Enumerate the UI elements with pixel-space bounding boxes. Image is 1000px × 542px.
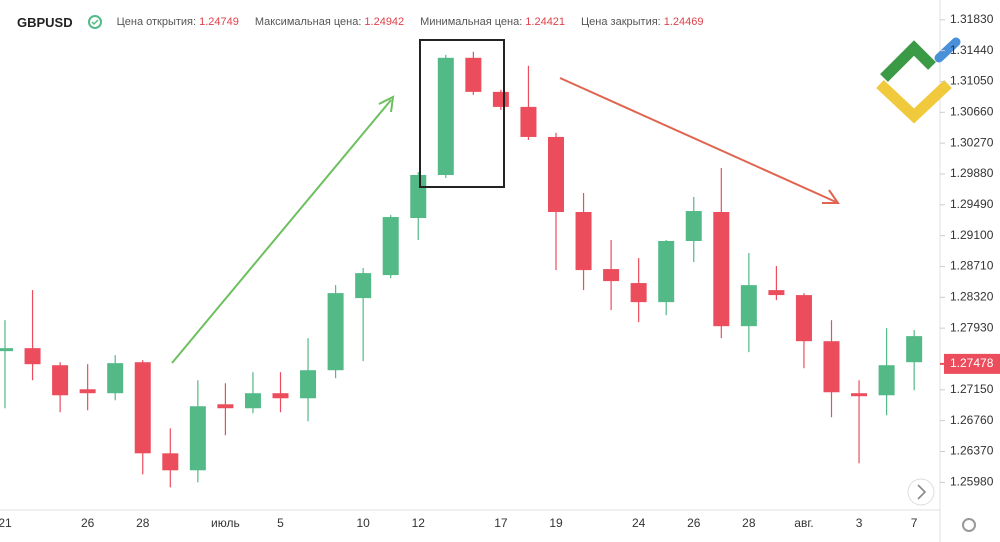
y-tick-label: 1.31440	[950, 43, 994, 57]
down-arrow	[559, 77, 840, 204]
y-tick-label: 1.28320	[950, 289, 994, 303]
x-tick-label: 26	[81, 516, 95, 530]
candle-body	[685, 211, 702, 242]
x-tick-label: 10	[356, 516, 370, 530]
candle-body	[52, 365, 69, 396]
y-tick-label: 1.27150	[950, 382, 994, 396]
candle-body	[465, 57, 482, 92]
y-tick-label: 1.31830	[950, 12, 994, 26]
y-tick-label: 1.29490	[950, 197, 994, 211]
candle-body	[134, 362, 151, 454]
logo	[876, 37, 961, 124]
ohlc-info: Цена открытия: 1.24749 Максимальная цена: 1…	[117, 16, 720, 28]
candle-body	[327, 293, 344, 371]
candle-body	[410, 174, 427, 218]
candle-body	[437, 57, 454, 175]
y-tick-label: 1.26370	[950, 444, 994, 458]
up-arrow	[171, 95, 395, 364]
candle-body	[0, 348, 13, 352]
candle-body	[906, 336, 923, 363]
candle-body	[244, 393, 261, 409]
y-tick-label: 1.26760	[950, 413, 994, 427]
candle-body	[713, 211, 730, 327]
y-tick-label: 1.27930	[950, 320, 994, 334]
x-tick-label: 26	[687, 516, 701, 530]
y-tick-label: 1.29880	[950, 166, 994, 180]
info-item: Максимальная цена: 1.24942	[255, 16, 404, 28]
x-tick-label: 19	[549, 516, 563, 530]
candle-body	[740, 285, 757, 327]
scroll-button[interactable]	[907, 478, 935, 506]
candle-body	[520, 106, 537, 137]
candle-body	[107, 363, 124, 394]
x-tick-label: 21	[0, 516, 12, 530]
candle-body	[658, 241, 675, 303]
candle-body	[382, 217, 399, 276]
header: GBPUSD Цена открытия: 1.24749 Максимальная…	[17, 14, 720, 30]
x-tick-label: 24	[632, 516, 646, 530]
candle-body	[823, 341, 840, 393]
candle-body	[492, 91, 509, 107]
candle-body	[768, 290, 785, 296]
x-tick-label: 28	[742, 516, 756, 530]
y-tick-label: 1.25980	[950, 474, 994, 488]
candle-body	[217, 404, 234, 409]
symbol: GBPUSD	[17, 14, 73, 30]
y-tick-label: 1.28710	[950, 259, 994, 273]
info-value: 1.24469	[663, 16, 704, 28]
candle-body	[355, 273, 372, 299]
info-item: Минимальная цена: 1.24421	[420, 16, 565, 28]
y-tick-label: 1.29100	[950, 228, 994, 242]
y-tick-label: 1.30660	[950, 104, 994, 118]
x-tick-label: авг.	[794, 516, 813, 530]
candle-body	[24, 348, 41, 365]
highlight-box	[419, 39, 505, 188]
x-tick-label: июль	[211, 516, 240, 530]
candle-body	[603, 269, 620, 282]
info-value: 1.24749	[199, 16, 239, 28]
info-value: 1.24942	[364, 16, 405, 28]
candle-body	[630, 283, 647, 303]
info-label: Цена открытия:	[116, 16, 197, 28]
candle-body	[795, 295, 812, 342]
candle-body	[851, 393, 868, 397]
candle-body	[162, 453, 179, 471]
x-tick-label: 5	[277, 516, 284, 530]
y-tick-label: 1.31050	[950, 74, 994, 88]
x-tick-label: 28	[136, 516, 150, 530]
info-label: Минимальная цена:	[420, 16, 523, 28]
x-tick-label: 12	[412, 516, 426, 530]
candle-body	[189, 406, 206, 471]
candle-body	[272, 393, 289, 399]
last-price-label: 1.27478	[950, 356, 994, 370]
candle-body	[548, 136, 564, 212]
x-tick-label: 7	[911, 516, 918, 530]
x-tick-label: 3	[856, 516, 863, 530]
x-tick-label: 17	[494, 516, 508, 530]
settings-icon[interactable]	[962, 518, 976, 532]
info-label: Цена закрытия:	[581, 16, 661, 28]
candle-body	[878, 365, 895, 396]
candle-body	[575, 211, 592, 271]
info-item: Цена открытия: 1.24749	[117, 16, 239, 28]
status-icon	[87, 15, 102, 29]
candle-body	[300, 370, 317, 399]
info-label: Максимальная цена:	[254, 16, 362, 28]
info-value: 1.24421	[525, 16, 566, 28]
info-item: Цена закрытия: 1.24469	[581, 16, 703, 28]
candle-body	[79, 389, 96, 394]
y-tick-label: 1.30270	[950, 135, 994, 149]
candles	[0, 51, 923, 488]
last-price-box	[944, 353, 1000, 374]
